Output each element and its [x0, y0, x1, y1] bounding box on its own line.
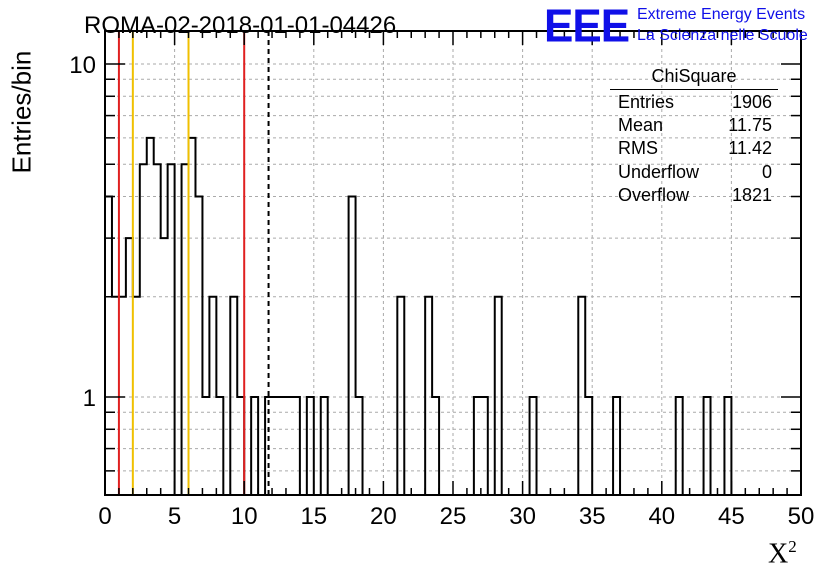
chart-title: ROMA-02-2018-01-01-04426 — [84, 12, 397, 39]
x-tick-label: 50 — [788, 503, 815, 530]
marker-lines — [117, 31, 270, 495]
stats-value: 1906 — [731, 92, 772, 112]
x-tick-label: 15 — [300, 503, 327, 530]
stats-row: Mean 11.75 — [610, 115, 778, 138]
x-axis-label-superscript: 2 — [788, 537, 797, 556]
x-tick-label: 40 — [648, 503, 675, 530]
x-tick-labels: 0 5 10 15 20 25 30 35 40 45 50 — [98, 503, 814, 530]
x-tick-label: 30 — [509, 503, 536, 530]
y-tick-label: 1 — [83, 385, 96, 412]
stats-row: Entries 1906 — [610, 92, 778, 115]
stats-label: Mean — [618, 115, 664, 136]
axes-frame — [104, 30, 802, 496]
stats-row: Underflow 0 — [610, 162, 778, 185]
stats-row: RMS 11.42 — [610, 138, 778, 161]
stats-box-title: ChiSquare — [610, 66, 778, 90]
x-axis-label-base: X — [768, 538, 789, 570]
stats-label: Entries — [618, 92, 675, 112]
x-tick-label: 0 — [98, 503, 111, 530]
y-tick-label: 10 — [69, 52, 96, 79]
x-tick-label: 35 — [579, 503, 606, 530]
x-axis-label: X2 — [768, 537, 797, 570]
eee-logo: EEE — [544, 0, 630, 53]
stats-label: Overflow — [618, 184, 690, 205]
x-tick-label: 45 — [718, 503, 745, 530]
x-tick-label: 20 — [370, 503, 397, 530]
logo-caption: Extreme Energy Events La Scienza nelle S… — [637, 4, 808, 46]
stats-label: Underflow — [618, 161, 700, 182]
stats-box: ChiSquare Entries 1906 Mean 11.75 RMS 11.42… — [610, 66, 778, 208]
x-tick-label: 25 — [440, 503, 467, 530]
stats-value: 0 — [761, 161, 772, 182]
logo-caption-line2: La Scienza nelle Scuole — [637, 27, 808, 44]
logo-caption-line1: Extreme Energy Events — [637, 6, 806, 23]
x-tick-label: 10 — [231, 503, 258, 530]
stats-value: 11.42 — [728, 138, 772, 159]
stats-value: 11.75 — [728, 115, 772, 136]
y-tick-labels: 1 10 — [69, 52, 96, 412]
y-axis-label: Entries/bin — [6, 50, 37, 174]
x-tick-label: 5 — [168, 503, 181, 530]
stats-label: RMS — [618, 138, 658, 159]
stats-row: Overflow 1821 — [610, 185, 778, 208]
stats-value: 1821 — [731, 184, 772, 205]
